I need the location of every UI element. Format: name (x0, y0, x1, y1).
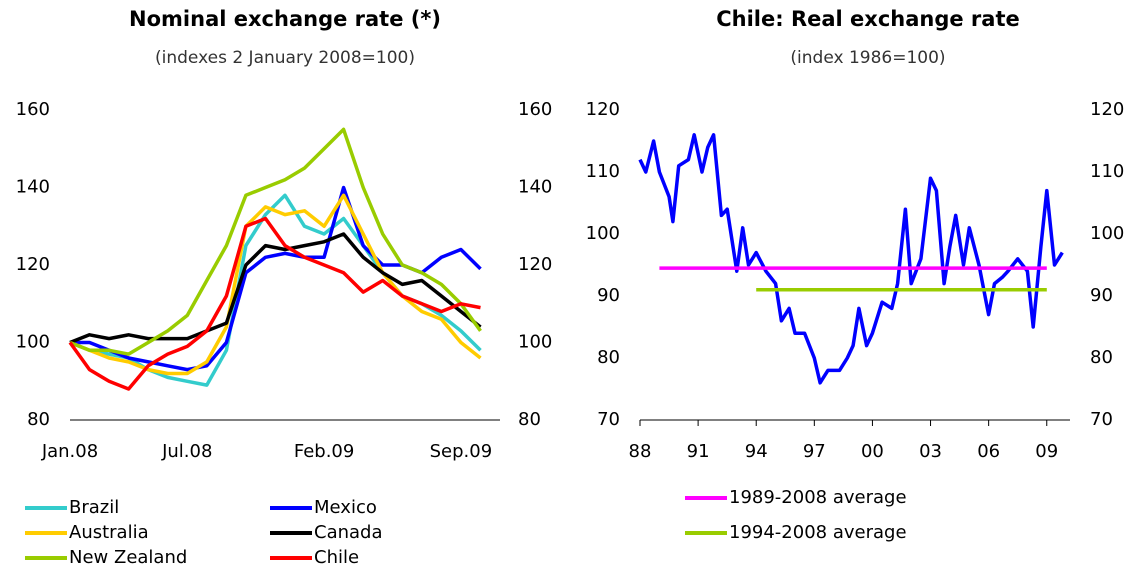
chart-subtitle: (indexes 2 January 2008=100) (155, 48, 415, 68)
x-tick-label: 88 (629, 441, 652, 462)
chart-subtitle: (index 1986=100) (790, 48, 945, 68)
y2-tick-label: 70 (1090, 409, 1113, 430)
y2-tick-label: 80 (1090, 347, 1113, 368)
chart-title: Nominal exchange rate (*) (129, 7, 441, 31)
legend-label: Chile (314, 547, 359, 568)
series-line (69, 232, 482, 345)
chart-title: Chile: Real exchange rate (716, 7, 1020, 31)
legend-label: Brazil (69, 497, 119, 518)
y-tick-label: 80 (597, 347, 620, 368)
y-tick-label: 100 (586, 223, 620, 244)
x-tick-label: 06 (977, 441, 1000, 462)
legend-label: New Zealand (69, 547, 187, 568)
y-tick-label: 80 (27, 409, 50, 430)
y-tick-label: 120 (586, 99, 620, 120)
series-line (68, 216, 481, 391)
y-tick-label: 100 (16, 332, 50, 353)
y2-tick-label: 80 (518, 409, 541, 430)
legend-label: Mexico (314, 497, 377, 518)
y-tick-label: 120 (16, 254, 50, 275)
x-tick-label: 97 (803, 441, 826, 462)
x-tick-label: 09 (1035, 441, 1058, 462)
series-line (638, 133, 1064, 385)
x-tick-label: Feb.09 (294, 441, 355, 462)
y2-tick-label: 100 (1090, 223, 1124, 244)
y-tick-label: 140 (16, 177, 50, 198)
y2-tick-label: 120 (1090, 99, 1124, 120)
y-tick-label: 90 (597, 285, 620, 306)
x-tick-label: Jul.08 (161, 441, 212, 462)
y2-tick-label: 120 (518, 254, 552, 275)
y2-tick-label: 160 (518, 99, 552, 120)
x-tick-label: 03 (919, 441, 942, 462)
y-tick-label: 70 (597, 409, 620, 430)
x-tick-label: 94 (745, 441, 768, 462)
legend-label: Australia (69, 522, 149, 543)
y-tick-label: 160 (16, 99, 50, 120)
series-line (70, 185, 482, 372)
y2-tick-label: 100 (518, 332, 552, 353)
y2-tick-label: 140 (518, 177, 552, 198)
x-tick-label: 00 (861, 441, 884, 462)
x-tick-label: Sep.09 (430, 441, 493, 462)
legend-label: 1994-2008 average (729, 522, 907, 543)
x-tick-label: 91 (687, 441, 710, 462)
x-tick-label: Jan.08 (41, 441, 98, 462)
legend-label: 1989-2008 average (729, 487, 907, 508)
y2-tick-label: 110 (1090, 161, 1124, 182)
y2-tick-label: 90 (1090, 285, 1113, 306)
series-line (69, 193, 482, 387)
legend-label: Canada (314, 522, 383, 543)
y-tick-label: 110 (586, 161, 620, 182)
series-line (69, 193, 482, 376)
series-line (69, 127, 482, 356)
